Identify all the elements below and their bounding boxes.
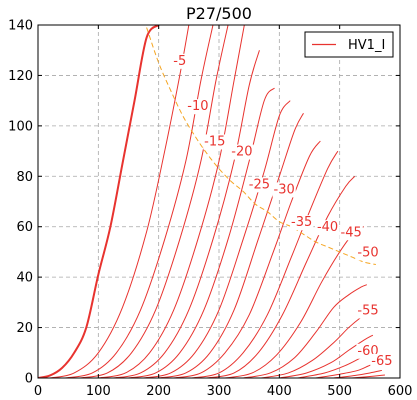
- plate-curve-neg10: [80, 25, 229, 378]
- legend: HV1_I: [304, 31, 394, 58]
- curve-label: -40: [317, 220, 338, 235]
- plate-curves: [38, 25, 385, 378]
- curve-label: -15: [204, 134, 225, 149]
- y-tick-label: 120: [8, 69, 33, 84]
- curve-label: -5: [173, 54, 186, 69]
- curve-label-bg: [290, 215, 314, 231]
- curve-label: -30: [274, 182, 295, 197]
- curve-label: -65: [371, 354, 392, 369]
- curve-label-bg: [203, 134, 227, 150]
- y-tick-label: 60: [16, 220, 33, 235]
- x-tick-label: 400: [267, 384, 292, 399]
- x-tick-label: 100: [86, 384, 111, 399]
- curve-label-bg: [356, 303, 380, 319]
- y-tick-label: 80: [16, 170, 33, 185]
- plate-curve-neg20: [128, 87, 275, 378]
- x-tick-label: 200: [146, 384, 171, 399]
- curve-label-bg: [247, 177, 272, 193]
- curve-label-bg: [172, 53, 188, 69]
- y-tick-label: 0: [25, 372, 33, 387]
- axis-ticks: 0 100 200 300 400 500 600 0 20 40 60 80 100 120 140: [8, 19, 412, 400]
- plate-curve-neg5: [49, 25, 190, 378]
- curve-label: -10: [187, 99, 208, 114]
- plate-curve-0: [38, 25, 160, 378]
- x-tick-label: 300: [207, 384, 232, 399]
- plate-curve-neg30: [158, 113, 304, 378]
- plate-curve-neg67_5: [333, 369, 383, 378]
- chart-title: P27/500: [186, 4, 252, 23]
- plate-curve-neg40: [191, 150, 339, 378]
- curve-label: -25: [249, 177, 270, 192]
- plate-curve-neg35: [173, 140, 321, 378]
- y-tick-label: 140: [8, 19, 33, 34]
- plate-curve-neg45: [206, 175, 356, 378]
- x-tick-label: 0: [34, 384, 42, 399]
- plate-curve-neg25: [143, 100, 291, 378]
- plate-curve-neg12_5: [98, 25, 245, 378]
- max-dissipation-line: [146, 27, 376, 266]
- legend-label: HV1_I: [348, 38, 385, 53]
- curve-label: -50: [357, 245, 378, 260]
- x-tick-label: 600: [388, 384, 413, 399]
- y-tick-label: 40: [16, 271, 33, 286]
- plate-curve-neg55: [243, 284, 368, 378]
- y-tick-label: 20: [16, 321, 33, 336]
- plate-curve-neg15: [113, 50, 260, 378]
- curve-label: -45: [341, 225, 362, 240]
- dissipation-curve: [146, 27, 376, 266]
- curve-label-bg: [356, 245, 380, 261]
- curve-label-bg: [339, 225, 363, 241]
- curve-label-bg: [370, 353, 394, 369]
- curve-labels: -5-10-15-20-25 -30-35 -40 -45-50-55-60-65: [172, 53, 394, 369]
- curve-label: -20: [231, 145, 252, 160]
- curve-label-bg: [272, 182, 296, 198]
- curve-label-bg: [230, 144, 254, 160]
- y-tick-label: 100: [8, 119, 33, 134]
- plate-curve-neg60: [279, 334, 374, 378]
- curve-label: -55: [357, 303, 378, 318]
- plate-curve-neg7_5: [65, 25, 214, 378]
- curve-label-bg: [186, 99, 210, 115]
- curve-label-bg: [315, 220, 340, 236]
- x-tick-label: 500: [327, 384, 352, 399]
- curve-label: -35: [291, 215, 312, 230]
